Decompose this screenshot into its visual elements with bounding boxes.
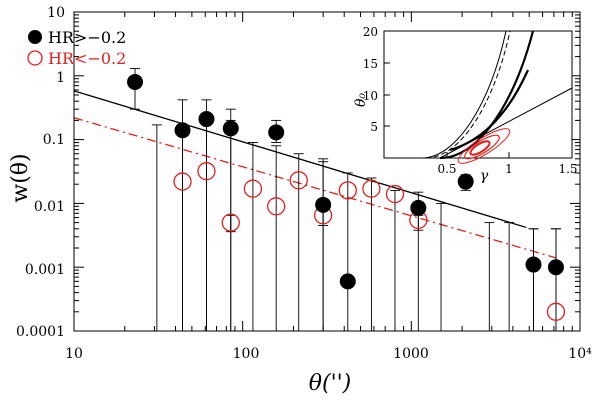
plot-frame (73, 11, 581, 332)
point-hr-high (339, 273, 356, 290)
point-hr-high (127, 73, 144, 90)
inset-contour-red-inner (469, 140, 491, 156)
inset-x-tick-label-2: 1.5 (558, 162, 577, 176)
point-hr-low (362, 179, 381, 198)
main-plot-frame (73, 11, 581, 332)
inset-y-tick-label-3: 20 (363, 25, 378, 39)
inset-plot: 5 10 15 20 0.5 1 1.5 γ θ₀ (353, 25, 578, 184)
inset-y-tick-label-0: 5 (370, 120, 378, 134)
x-tick-label-3: 10⁴ (568, 346, 592, 362)
y-axis-label: w(θ) (8, 153, 33, 202)
legend-label-hr-low: HR<−0.2 (48, 49, 126, 68)
x-tick-label-0: 10 (65, 346, 83, 362)
main-plot-marks (127, 73, 566, 321)
point-hr-high (174, 122, 191, 139)
point-hr-high (198, 111, 215, 128)
point-hr-high (547, 259, 564, 276)
point-hr-high (268, 124, 285, 141)
inset-contour-red-outer (457, 128, 511, 164)
point-hr-high (222, 120, 239, 137)
y-tick-label-0: 0.0001 (16, 324, 65, 340)
point-hr-high (315, 196, 332, 213)
point-hr-low (173, 172, 192, 191)
inset-y-tick-label-1: 10 (363, 89, 378, 103)
y-tick-label-5: 10 (47, 5, 65, 21)
inset-contour-black-thick-inner (449, 69, 530, 152)
inset-y-tick-label-2: 15 (363, 57, 378, 71)
x-tick-label-1: 100 (233, 346, 260, 362)
point-hr-low (385, 184, 405, 204)
point-hr-high (525, 256, 542, 273)
point-hr-low (221, 213, 240, 232)
point-hr-low (197, 162, 216, 181)
point-hr-high (457, 173, 474, 190)
y-tick-label-4: 1 (56, 70, 65, 86)
inset-contour-black-dashed (425, 30, 511, 159)
inset-contour-red-mid (464, 134, 500, 160)
inset-x-tick-label-0: 0.5 (437, 162, 456, 176)
legend-label-hr-high: HR>−0.2 (48, 28, 126, 47)
inset-y-axis-label: θ₀ (353, 93, 369, 107)
point-hr-low (243, 179, 263, 198)
inset-x-tick-label-1: 1 (505, 162, 513, 176)
y-tick-label-3: 0.1 (43, 132, 65, 148)
point-hr-low (289, 171, 308, 190)
point-hr-high (410, 199, 427, 216)
fit-line-hr-high (73, 90, 527, 229)
main-plot-lines (73, 68, 561, 331)
legend-marker-filled (28, 30, 42, 44)
point-hr-low (546, 302, 566, 321)
y-tick-label-2: 0.01 (34, 199, 65, 215)
x-tick-label-2: 1000 (393, 346, 429, 362)
legend-marker-open (27, 50, 43, 66)
point-hr-low (267, 197, 286, 216)
fit-line-hr-low (73, 117, 557, 259)
inset-contour-black-line (439, 87, 573, 159)
inset-contour-black-thin (421, 30, 507, 159)
point-hr-low (338, 181, 357, 200)
y-tick-label-1: 0.001 (25, 262, 65, 278)
x-axis-label: θ('') (309, 371, 352, 396)
inset-x-axis-label: γ (480, 168, 489, 184)
